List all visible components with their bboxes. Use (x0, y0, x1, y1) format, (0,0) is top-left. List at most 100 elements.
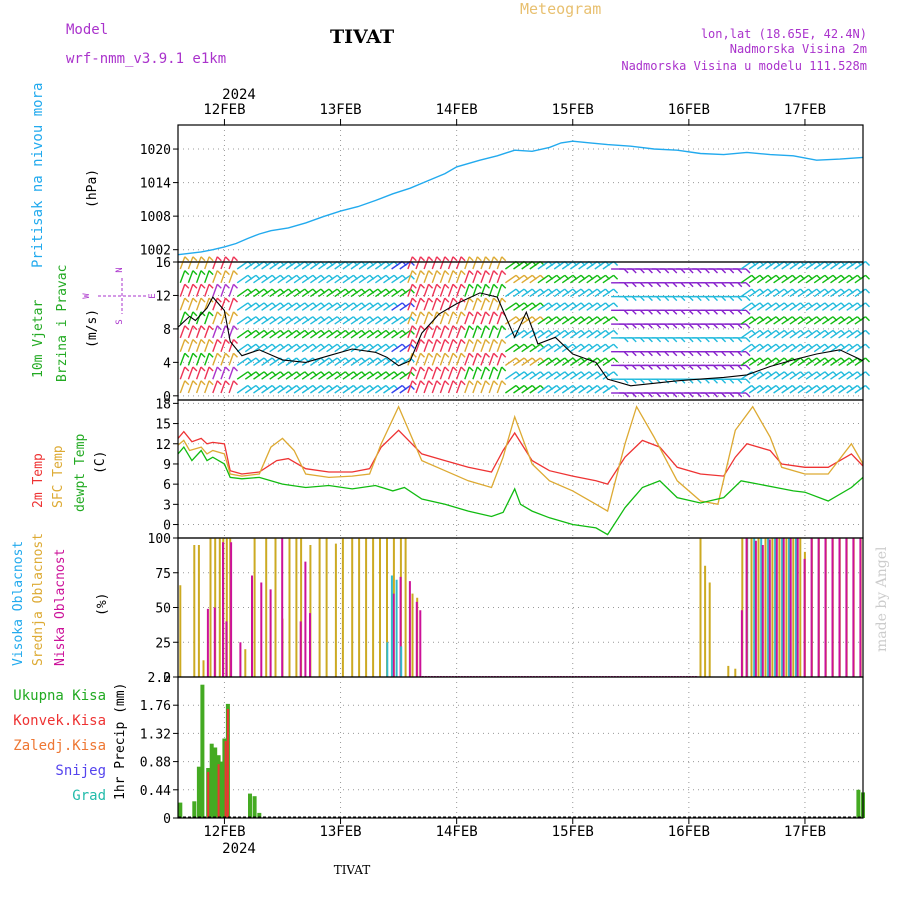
wind-barb-tick (216, 270, 222, 276)
wind-barb-tick (485, 311, 490, 317)
wind-barb (464, 270, 470, 284)
wind-barb-tick (452, 283, 458, 289)
wind-barb (350, 384, 363, 394)
wind-barb (407, 352, 413, 366)
wind-barb-tick (745, 268, 751, 274)
wind-barb (423, 380, 430, 394)
precip-bar (213, 747, 218, 818)
wind-barb-tick (411, 366, 417, 372)
wind-barb (594, 274, 606, 284)
wind-barb-tick (411, 256, 417, 262)
wind-barb (407, 284, 413, 297)
wind-barb-tick (493, 325, 499, 331)
wind-barb (756, 302, 769, 311)
wind-barb (513, 357, 525, 366)
wind-barb (740, 274, 753, 284)
wind-barb (277, 384, 289, 394)
wind-barb (521, 329, 533, 339)
wind-barb (277, 329, 289, 339)
wind-barb (813, 302, 826, 311)
wind-barb (204, 366, 210, 380)
ytick-label: 100 (148, 532, 171, 547)
wind-barb (781, 288, 793, 298)
wind-barb (342, 316, 354, 325)
wind-barb-tick (411, 270, 417, 276)
wind-barb (431, 339, 438, 352)
wind-barb (455, 352, 462, 366)
wind-barb (537, 329, 550, 339)
wind-barb-tick (745, 309, 751, 315)
wind-barb (269, 371, 281, 380)
wind-barb (187, 284, 194, 297)
wind-barb-tick (184, 339, 190, 344)
wind-barb (789, 329, 801, 339)
wind-barb (407, 339, 413, 352)
wind-barb (488, 325, 495, 339)
wind-barb (773, 371, 785, 380)
wind-barb (838, 316, 850, 325)
wind-barb (472, 270, 478, 284)
wind-barb (838, 357, 850, 366)
wind-barb-tick (192, 366, 198, 372)
wind-barb (813, 371, 826, 380)
wind-barb (204, 339, 210, 352)
wind-barb (285, 329, 298, 339)
wind-barb (334, 260, 346, 270)
wind-barb (269, 288, 281, 298)
wind-barb-tick (200, 380, 206, 386)
wind-barb (529, 302, 541, 311)
ytick-label: 0 (163, 671, 171, 686)
wind-barb-tick (493, 339, 499, 344)
bottom-tick-label: 15FEB (552, 824, 594, 840)
wind-barb (480, 270, 487, 284)
wind-barb (318, 316, 330, 325)
wind-barb-tick (745, 282, 751, 288)
wind-barb (561, 384, 574, 394)
wind-barb (285, 357, 298, 366)
wind-barb (439, 297, 446, 311)
wind-barb (204, 325, 210, 339)
wind-barb (383, 302, 395, 311)
wind-barb (187, 297, 194, 311)
ytick-label: 4 (163, 356, 171, 371)
precip-bar (196, 766, 201, 818)
wind-barb (455, 284, 462, 297)
ytick-label: 1002 (140, 244, 171, 259)
wind-barb (318, 302, 330, 311)
wind-barb (797, 384, 810, 394)
wind-barb (496, 325, 503, 339)
wind-barb (187, 380, 194, 394)
wind-barb (407, 256, 413, 270)
wind-barb-tick (216, 366, 222, 372)
wind-barb (383, 260, 395, 270)
wind-barb (773, 274, 785, 284)
wind-barb (569, 329, 582, 339)
wind-barb-tick (613, 343, 619, 349)
wind-barb (569, 260, 582, 270)
wind-barb (407, 366, 413, 380)
wind-barb-tick (452, 339, 458, 344)
wind-barb-tick (411, 297, 417, 303)
wind-barb (553, 329, 566, 339)
wind-barb-tick (200, 325, 206, 331)
wind-barb (358, 384, 371, 394)
wind-barb (423, 270, 430, 284)
wind-barb (602, 288, 615, 298)
wind-barb (244, 357, 257, 366)
precip-bar (252, 796, 257, 818)
wind-barb (740, 357, 753, 366)
wind-barb (513, 343, 525, 353)
watermark: made by Angel (874, 546, 890, 652)
wind-barb-tick (200, 311, 206, 317)
wind-barb (261, 343, 273, 353)
wind-barb (383, 371, 395, 380)
wind-barb-tick (452, 352, 458, 358)
wind-barb (383, 329, 395, 339)
temp2m-line (177, 429, 864, 485)
wind-barb (472, 311, 478, 325)
wind-barb (415, 284, 422, 297)
wind-barb (179, 325, 186, 339)
wind-barbs (179, 256, 870, 398)
wind-barb (415, 311, 422, 325)
wind-barb (569, 274, 582, 284)
